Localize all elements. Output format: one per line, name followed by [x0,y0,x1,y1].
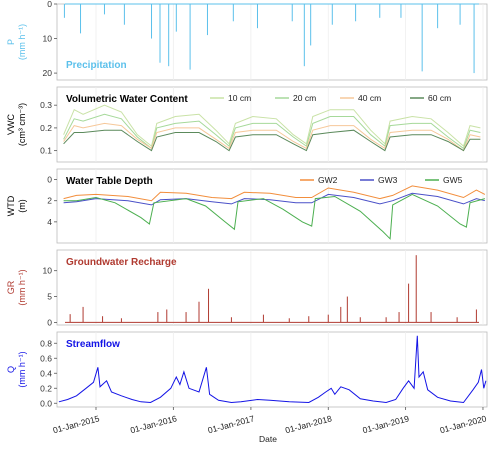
panel-precip: 0 10 20 P (mm h⁻¹) Precipitation [6,0,488,81]
y-axis-label: WTD [6,195,16,216]
y-tick-label: 10 [43,34,53,44]
panel-title: Water Table Depth [66,176,153,187]
y-axis-label: VWC [6,114,16,135]
y-tick-label: 0 [47,317,52,327]
legend-label: GW3 [378,175,398,185]
y-axis-label: (mm h⁻¹) [17,351,27,387]
y-tick-label: 4 [47,217,52,227]
series-line-GW3 [63,192,486,206]
legend-label: GW2 [318,175,338,185]
series-line [58,335,487,404]
panel-frame [56,3,488,81]
series-line-GW5 [63,193,486,240]
x-tick-label: 01-Jan-2020 [439,413,488,435]
panel-frame [56,249,488,326]
panel-wtd: 0 2 4 WTD (m) Water Table Depth GW2 GW3 GW5 [6,168,488,244]
y-tick-label: 0.2 [40,383,52,393]
legend-label: 20 cm [293,93,316,103]
x-tick-label: 01-Jan-2015 [52,413,101,435]
x-tick-label: 01-Jan-2018 [284,413,333,435]
y-tick-label: 0.4 [40,368,52,378]
y-tick-label: 10 [43,266,53,276]
panel-q: 0.0 0.2 0.4 0.6 0.8 Q (mm h⁻¹) Streamflow [6,331,488,408]
y-tick-label: 2 [47,196,52,206]
series-line-40cm [63,122,481,152]
series-line-10cm [63,104,481,147]
x-tick-label: 01-Jan-2017 [207,413,256,435]
series-line-GW2 [63,185,486,202]
y-tick-label: 0.6 [40,353,52,363]
y-tick-label: 0.1 [40,146,52,156]
panel-title: Groundwater Recharge [66,257,177,268]
panel-title: Streamflow [66,339,120,350]
series-line-60cm [63,129,481,152]
y-tick-label: 0.3 [40,100,52,110]
legend-label: 40 cm [358,93,381,103]
y-axis-label: P [6,39,16,45]
y-axis-label: (mm h⁻¹) [17,24,27,60]
y-axis-label: Q [6,366,16,373]
panel-frame [56,86,488,163]
y-axis-label: (mm h⁻¹) [17,269,27,305]
panel-vwc: 0.1 0.2 0.3 VWC (cm³ cm⁻³) Volumetric Water C… [6,86,488,163]
series-line-20cm [63,113,481,150]
y-tick-label: 0.0 [40,398,52,408]
y-tick-label: 0.2 [40,123,52,133]
legend-label: 60 cm [428,93,451,103]
x-tick-label: 01-Jan-2019 [361,413,410,435]
legend-label: GW5 [443,175,463,185]
legend-label: 10 cm [228,93,251,103]
y-tick-label: 20 [43,68,53,78]
y-tick-label: 0 [47,0,52,9]
x-tick-label: 01-Jan-2016 [129,413,178,435]
y-axis-label: (m) [17,199,27,213]
panel-gr: 0 5 10 GR (mm h⁻¹) Groundwater Recharge [6,249,488,327]
y-tick-label: 0.8 [40,338,52,348]
panel-frame [56,168,488,244]
panel-title: Precipitation [66,60,127,71]
y-tick-label: 5 [47,292,52,302]
panel-title: Volumetric Water Content [66,94,188,105]
y-axis-label: (cm³ cm⁻³) [17,103,27,146]
y-tick-label: 0 [47,175,52,185]
x-axis-label: Date [259,434,277,444]
y-axis-label: GR [6,280,16,294]
